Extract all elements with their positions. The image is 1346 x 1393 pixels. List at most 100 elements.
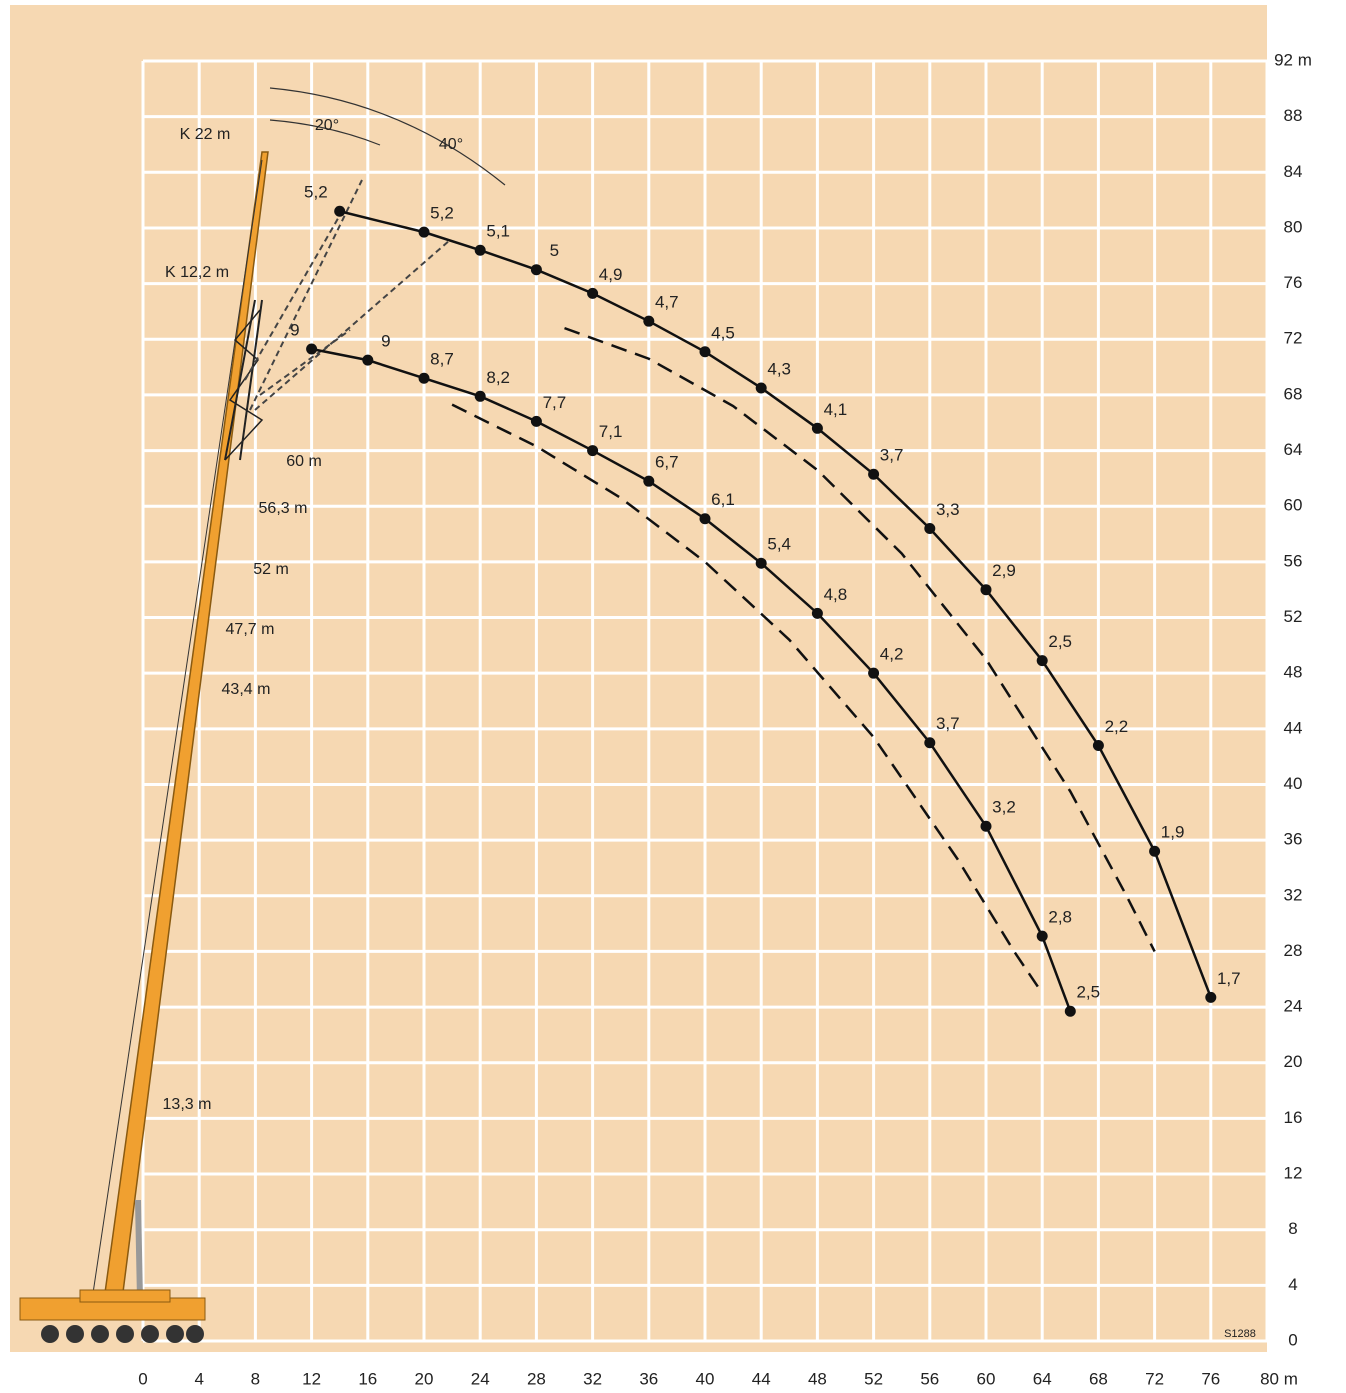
y-tick-label: 84 [1284, 162, 1303, 181]
y-tick-label: 20 [1284, 1052, 1303, 1071]
point [530, 264, 542, 276]
annotation: 56,3 m [259, 500, 308, 517]
y-tick-label: 28 [1284, 941, 1303, 960]
annotation: 47,7 m [226, 621, 275, 638]
load-label: 3,7 [936, 714, 960, 733]
y-tick-label: 80 [1284, 217, 1303, 236]
annotation: 43,4 m [222, 681, 271, 698]
y-tick-label: 16 [1284, 1108, 1303, 1127]
x-tick-label: 28 [527, 1369, 546, 1388]
load-label: 2,2 [1105, 717, 1129, 736]
point [924, 737, 936, 749]
y-tick-label: 68 [1284, 384, 1303, 403]
load-label: 5 [550, 241, 559, 260]
load-label: 9 [381, 332, 390, 351]
y-tick-label: 0 [1288, 1330, 1297, 1349]
y-tick-label: 44 [1284, 718, 1303, 737]
load-label: 4,9 [599, 265, 623, 284]
point [1064, 1005, 1076, 1017]
load-label: 3,3 [936, 500, 960, 519]
x-tick-label: 72 [1145, 1369, 1164, 1388]
y-tick-label: 36 [1284, 830, 1303, 849]
x-tick-label: 48 [808, 1369, 827, 1388]
point [811, 422, 823, 434]
point [868, 667, 880, 679]
annotation: 52 m [253, 561, 289, 578]
load-label: 1,7 [1217, 969, 1241, 988]
labels: 0481216202428323640444852566064687276808… [138, 50, 1312, 1388]
load-label: 1,9 [1161, 823, 1185, 842]
load-label: 2,9 [992, 561, 1016, 580]
point [980, 820, 992, 832]
dashed-curve [564, 326, 1156, 952]
annotation: S1288 [1224, 1328, 1256, 1340]
point [811, 607, 823, 619]
load-label: 2,5 [1076, 983, 1100, 1002]
point [699, 346, 711, 358]
load-label: 7,1 [599, 422, 623, 441]
point [643, 315, 655, 327]
grid [141, 59, 1269, 1343]
x-tick-label: 40 [696, 1369, 715, 1388]
load-label: 4,3 [767, 359, 791, 378]
y-tick-label: 40 [1284, 774, 1303, 793]
point [1036, 655, 1048, 667]
load-label: 4,7 [655, 293, 679, 312]
load-label: 4,2 [880, 645, 904, 664]
point [1205, 991, 1217, 1003]
point [924, 522, 936, 534]
x-tick-label: 0 [138, 1369, 147, 1388]
load-label: 8,7 [430, 350, 454, 369]
x-tick-label: 32 [583, 1369, 602, 1388]
dashed-curve [451, 403, 1044, 994]
plot-background [10, 5, 1267, 1352]
y-tick-label: 4 [1288, 1275, 1297, 1294]
y-tick-label: 60 [1284, 496, 1303, 515]
annotation: K 22 m [180, 126, 231, 143]
crane-drawing [19, 87, 506, 1343]
annotation: K 12,2 m [165, 264, 229, 281]
x-tick-label: 76 [1201, 1369, 1220, 1388]
y-tick-label: 76 [1284, 273, 1303, 292]
y-tick-label: 8 [1288, 1219, 1297, 1238]
point [474, 390, 486, 402]
load-label: 2,5 [1048, 632, 1072, 651]
point [1036, 930, 1048, 942]
point [418, 226, 430, 238]
point [755, 557, 767, 569]
x-tick-label: 36 [639, 1369, 658, 1388]
point [587, 445, 599, 457]
x-tick-label: 8 [251, 1369, 260, 1388]
point [587, 287, 599, 299]
point [418, 372, 430, 384]
point [868, 468, 880, 480]
x-tick-label: 56 [920, 1369, 939, 1388]
load-label: 4,1 [824, 400, 848, 419]
x-tick-label: 20 [415, 1369, 434, 1388]
annotation: 60 m [286, 453, 322, 470]
load-curve [339, 210, 1212, 998]
y-tick-label: 64 [1284, 440, 1303, 459]
x-tick-label: 68 [1089, 1369, 1108, 1388]
x-tick-label: 52 [864, 1369, 883, 1388]
x-tick-label: 16 [358, 1369, 377, 1388]
load-label: 2,8 [1048, 908, 1072, 927]
y-tick-label: 48 [1284, 663, 1303, 682]
point [699, 513, 711, 525]
load-label: 6,7 [655, 453, 679, 472]
load-label: 3,2 [992, 798, 1016, 817]
y-tick-label: 72 [1284, 329, 1303, 348]
load-label: 7,7 [543, 393, 567, 412]
point [1149, 845, 1161, 857]
point [755, 382, 767, 394]
y-tick-label: 24 [1284, 997, 1303, 1016]
load-label: 4,5 [711, 323, 735, 342]
series [306, 205, 1217, 1017]
point [1092, 740, 1104, 752]
x-tick-label: 64 [1033, 1369, 1052, 1388]
x-tick-label: 4 [194, 1369, 203, 1388]
load-label: 5,1 [486, 222, 510, 241]
annotation: 40° [439, 136, 463, 153]
load-label: 3,7 [880, 446, 904, 465]
